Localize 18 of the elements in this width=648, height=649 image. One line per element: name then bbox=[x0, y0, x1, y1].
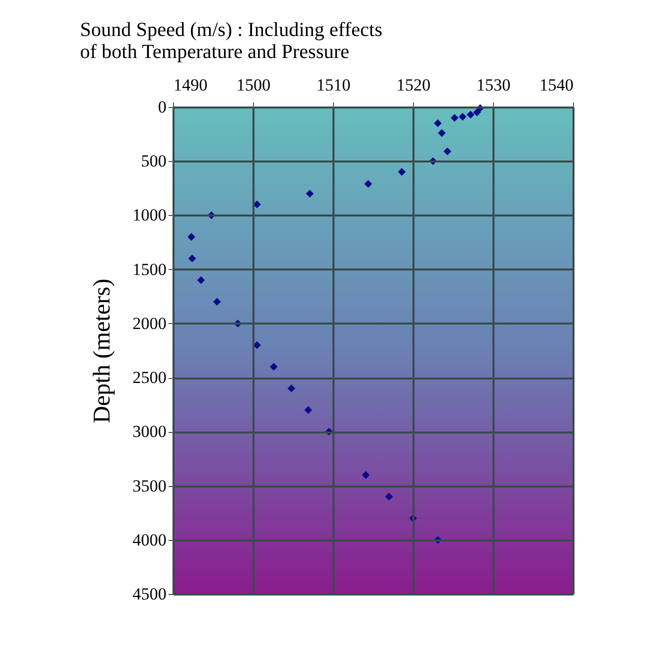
x-tick-label: 1540 bbox=[540, 76, 574, 94]
chart-title: Sound Speed (m/s) : Including effects of both Temperature and Pressure bbox=[80, 19, 383, 63]
y-tick-label: 3500 bbox=[132, 476, 166, 496]
x-tick-label: 1520 bbox=[396, 76, 430, 94]
x-tick-label: 1510 bbox=[316, 76, 350, 94]
y-tick-label: 2500 bbox=[132, 368, 166, 388]
y-tick-label: 1500 bbox=[132, 260, 166, 279]
y-tick-label: 2000 bbox=[132, 314, 166, 333]
y-tick-label: 500 bbox=[141, 152, 166, 171]
x-tick-label: 1500 bbox=[236, 76, 270, 94]
y-tick-label: 3000 bbox=[132, 422, 166, 442]
x-tick-label: 1490 bbox=[174, 76, 208, 94]
y-axis-title: Depth (meters) bbox=[90, 278, 116, 424]
x-tick-label: 1530 bbox=[476, 76, 510, 94]
y-tick-label: 0 bbox=[158, 98, 166, 116]
y-tick-label: 4000 bbox=[132, 530, 166, 550]
y-tick-label: 1000 bbox=[132, 206, 166, 225]
y-tick-label: 4500 bbox=[132, 584, 166, 604]
